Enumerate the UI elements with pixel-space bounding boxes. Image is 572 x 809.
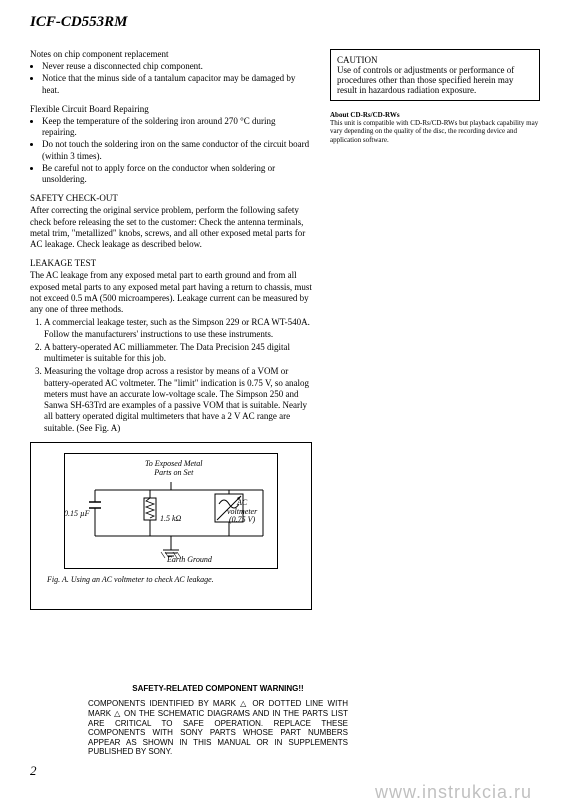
leakage-item: A battery-operated AC milliammeter. The … (44, 342, 312, 365)
warning-block: SAFETY-RELATED COMPONENT WARNING!! COMPO… (88, 684, 348, 757)
resistor-label: 1.5 kΩ (160, 514, 181, 523)
leakage-section: LEAKAGE TEST The AC leakage from any exp… (30, 258, 312, 434)
flexible-item: Be careful not to apply force on the con… (42, 163, 312, 186)
leakage-item: A commercial leakage tester, such as the… (44, 317, 312, 340)
about-title: About CD-Rs/CD-RWs (330, 111, 540, 119)
right-column: CAUTION Use of controls or adjustments o… (330, 49, 540, 610)
notes-item: Notice that the minus side of a tantalum… (42, 73, 312, 96)
left-column: Notes on chip component replacement Neve… (30, 49, 312, 610)
model-title: ICF-CD553RM (30, 14, 542, 31)
about-section: About CD-Rs/CD-RWs This unit is compatib… (330, 111, 540, 144)
figure-a: To Exposed MetalParts on Set 0.15 µF 1.5… (30, 442, 312, 610)
flexible-item: Keep the temperature of the soldering ir… (42, 116, 312, 139)
leakage-title: LEAKAGE TEST (30, 258, 312, 268)
safety-title: SAFETY CHECK-OUT (30, 193, 312, 203)
safety-section: SAFETY CHECK-OUT After correcting the or… (30, 193, 312, 250)
figure-caption: Fig. A. Using an AC voltmeter to check A… (37, 575, 305, 584)
leakage-intro: The AC leakage from any exposed metal pa… (30, 270, 312, 315)
about-body: This unit is compatible with CD-Rs/CD-RW… (330, 119, 540, 144)
caution-box: CAUTION Use of controls or adjustments o… (330, 49, 540, 101)
leakage-item: Measuring the voltage drop across a resi… (44, 366, 312, 434)
notes-section: Notes on chip component replacement Neve… (30, 49, 312, 96)
flexible-section: Flexible Circuit Board Repairing Keep th… (30, 104, 312, 186)
page-number: 2 (30, 763, 37, 779)
watermark: www.instrukcia.ru (375, 782, 532, 803)
notes-title: Notes on chip component replacement (30, 49, 312, 59)
capacitor-label: 0.15 µF (64, 509, 90, 518)
warning-body: COMPONENTS IDENTIFIED BY MARK △ OR DOTTE… (88, 699, 348, 757)
caution-body: Use of controls or adjustments or perfor… (337, 65, 533, 95)
voltmeter-label: ACvoltmeter(0.75 V) (227, 499, 257, 525)
notes-item: Never reuse a disconnected chip componen… (42, 61, 312, 72)
flexible-item: Do not touch the soldering iron on the s… (42, 139, 312, 162)
warning-title: SAFETY-RELATED COMPONENT WARNING!! (88, 684, 348, 694)
exposed-label: To Exposed MetalParts on Set (145, 460, 202, 478)
circuit-diagram: To Exposed MetalParts on Set 0.15 µF 1.5… (64, 453, 278, 569)
safety-body: After correcting the original service pr… (30, 205, 312, 250)
caution-title: CAUTION (337, 55, 533, 65)
content-columns: Notes on chip component replacement Neve… (30, 49, 542, 610)
earth-label: Earth Ground (167, 555, 212, 564)
flexible-title: Flexible Circuit Board Repairing (30, 104, 312, 114)
